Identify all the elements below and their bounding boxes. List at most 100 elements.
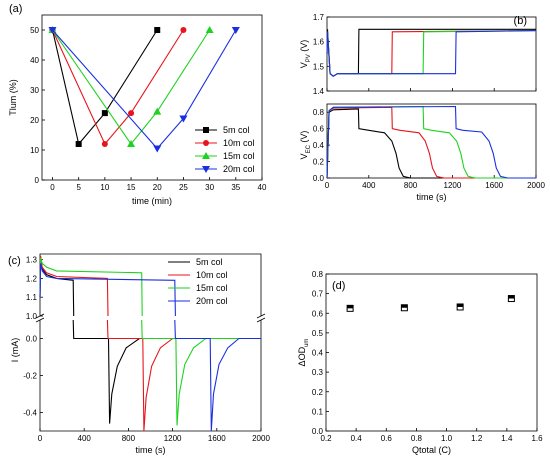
- legend-marker: [203, 127, 209, 133]
- y-tick-label: 1.2: [26, 274, 38, 283]
- y-tick-label: 50: [30, 26, 39, 35]
- data-point: [127, 140, 136, 147]
- panel-label: (a): [9, 3, 22, 15]
- x-tick-label: 400: [78, 434, 92, 443]
- data-point-fill: [347, 305, 354, 309]
- y-axis-label: I (mA): [10, 338, 20, 363]
- y-tick-label: 0.3: [312, 368, 324, 377]
- y-tick-label: 1.6: [313, 38, 325, 47]
- axis-break-mark: [256, 317, 266, 323]
- y-tick-label: 0.6: [313, 125, 325, 134]
- data-point: [153, 107, 162, 115]
- y-tick-label: 1.4: [313, 87, 325, 96]
- data-point: [154, 27, 161, 33]
- y-axis-label: VEC (V): [299, 131, 312, 160]
- current-bottom-series-1: [106, 319, 261, 432]
- y-tick-label: 1.3: [26, 256, 38, 265]
- current-top-series-2: [39, 257, 143, 317]
- y-axis-label: Tlum (%): [8, 79, 18, 116]
- x-tick-label: 25: [179, 183, 188, 192]
- y-tick-label: 0.8: [312, 270, 324, 279]
- x-tick-label: 0.2: [320, 434, 332, 443]
- y-tick-label: 20: [30, 116, 39, 125]
- y-tick-label: 1.1: [26, 293, 38, 302]
- legend-marker: [203, 140, 209, 146]
- x-tick-label: 15: [127, 183, 136, 192]
- y-tick-label: 0.0: [26, 335, 38, 344]
- data-point: [180, 27, 187, 33]
- x-tick-label: 35: [231, 183, 240, 192]
- x-tick-label: 0: [38, 434, 43, 443]
- y-tick-label: 1.0: [26, 312, 38, 321]
- legend-label: 20m col: [196, 296, 228, 306]
- y-tick-label: 0.0: [313, 174, 325, 183]
- current-bottom-series-0: [72, 319, 261, 424]
- y-tick-label: 0.0: [312, 427, 324, 436]
- x-tick-label: 1200: [164, 434, 182, 443]
- y-tick-label: 0.2: [312, 388, 324, 397]
- x-axis-label: time (s): [417, 192, 447, 202]
- series-line-2: [52, 29, 211, 145]
- legend-label: 10m col: [196, 270, 228, 280]
- axis-break-mark: [256, 313, 266, 319]
- y-tick-label: 0.7: [312, 290, 324, 299]
- panel-label: (d): [332, 280, 345, 292]
- data-point-fill: [401, 304, 408, 308]
- x-tick-label: 10: [100, 183, 109, 192]
- series-line-0: [51, 29, 158, 146]
- y-tick-label: 1.7: [313, 13, 325, 22]
- y-tick-label: 0.2: [313, 158, 325, 167]
- x-tick-label: 0: [325, 181, 330, 190]
- y-tick-label: 0.5: [312, 329, 324, 338]
- x-tick-label: 0: [50, 183, 55, 192]
- current-top-series-0: [39, 259, 75, 317]
- y-axis-label: VPV (V): [299, 40, 312, 69]
- legend-label: 5m col: [196, 257, 223, 267]
- x-tick-label: 1600: [485, 181, 503, 190]
- data-point: [153, 145, 162, 153]
- x-tick-label: 30: [205, 183, 214, 192]
- panel-label: (c): [8, 255, 21, 267]
- legend-marker: [202, 152, 210, 159]
- x-axis-label: time (s): [136, 445, 166, 455]
- data-point-fill: [457, 303, 464, 307]
- data-point: [205, 26, 214, 33]
- legend-marker: [202, 166, 210, 173]
- data-point: [179, 115, 188, 123]
- y-tick-label: -0.2: [23, 372, 37, 381]
- panel-label: (b): [514, 15, 527, 27]
- y-tick-label: 0.4: [313, 141, 325, 150]
- x-tick-label: 400: [362, 181, 376, 190]
- axis-break-mark: [35, 317, 45, 323]
- x-axis-label: time (min): [132, 196, 172, 206]
- legend-label: 20m col: [223, 164, 255, 174]
- current-top-series-1: [39, 255, 109, 317]
- x-tick-label: 20: [153, 183, 162, 192]
- y-tick-label: 0: [35, 176, 40, 185]
- x-tick-label: 1600: [208, 434, 226, 443]
- data-point: [128, 110, 135, 117]
- y-tick-label: -0.4: [23, 409, 37, 418]
- data-point: [101, 110, 108, 117]
- y-tick-label: 10: [30, 146, 39, 155]
- y-tick-label: 0.1: [312, 407, 324, 416]
- data-point: [101, 141, 108, 147]
- x-tick-label: 2000: [527, 181, 545, 190]
- current-bottom-series-2: [141, 319, 261, 426]
- x-tick-label: 1.4: [501, 434, 513, 443]
- x-tick-label: 0.6: [381, 434, 393, 443]
- series-line-1: [52, 29, 184, 146]
- data-point-fill: [508, 295, 515, 299]
- x-tick-label: 1200: [444, 181, 462, 190]
- legend-label: 15m col: [196, 283, 228, 293]
- legend-label: 10m col: [223, 138, 255, 148]
- legend-label: 5m col: [223, 125, 250, 135]
- vec-series-3: [326, 105, 536, 179]
- panel-a-frame: [41, 14, 263, 181]
- vpv-series-0: [326, 28, 536, 77]
- x-tick-label: 0.8: [411, 434, 423, 443]
- x-tick-label: 800: [404, 181, 418, 190]
- x-tick-label: 1.6: [531, 434, 543, 443]
- y-tick-label: 0.4: [312, 349, 324, 358]
